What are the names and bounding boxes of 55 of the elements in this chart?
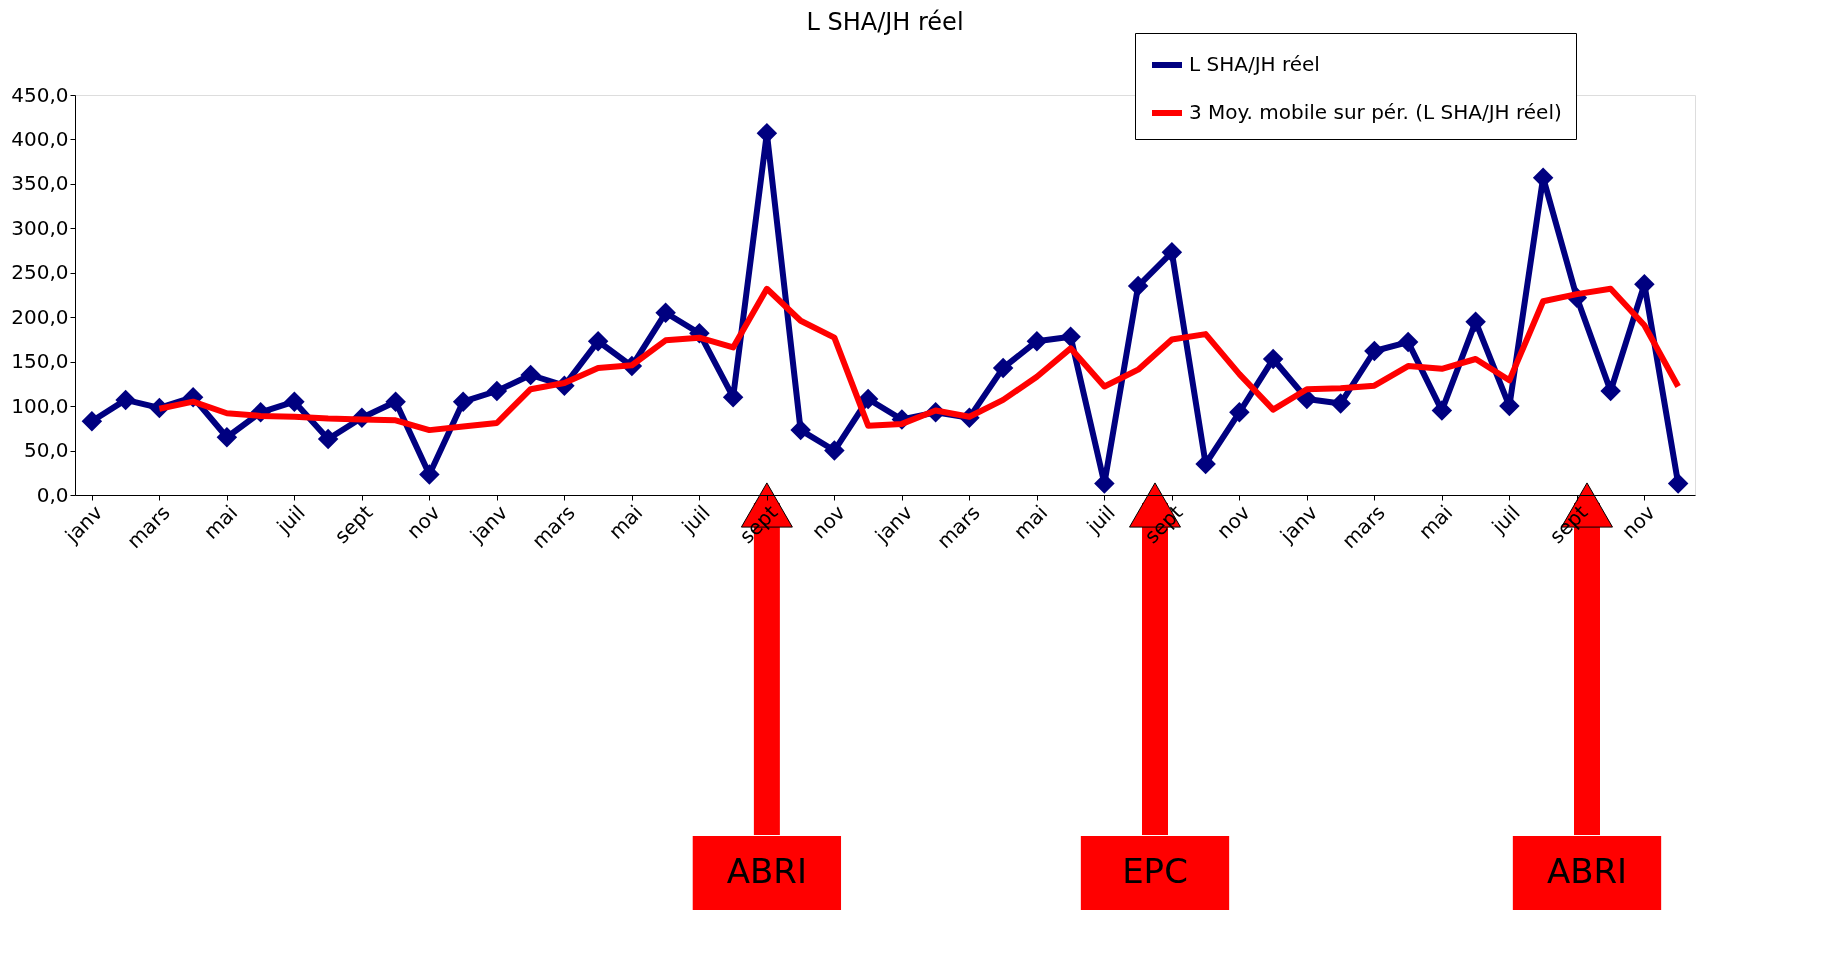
text: ABRI: [726, 851, 807, 891]
x-tick-label: juil: [1081, 500, 1120, 539]
y-tick-label: 400,0: [11, 126, 69, 151]
x-tick-label: nov: [806, 500, 850, 544]
x-tick-label: nov: [1211, 500, 1255, 544]
legend-label: 3 Moy. mobile sur pér. (L SHA/JH réel): [1189, 100, 1562, 124]
y-tick-label: 450,0: [11, 82, 69, 107]
point: [857, 388, 879, 410]
x-tick-label: juil: [1486, 500, 1525, 539]
x-tick-label: nov: [401, 500, 445, 544]
y-tick-label: 250,0: [11, 260, 69, 285]
point: [587, 330, 609, 352]
y-tick-label: 0,0: [36, 482, 69, 507]
point: [284, 391, 305, 412]
point: [1397, 331, 1419, 353]
text: ABRI: [1546, 851, 1628, 891]
point: [1161, 242, 1183, 263]
point: [1026, 330, 1048, 352]
point: [1195, 453, 1216, 475]
y-tick-label: 150,0: [11, 349, 69, 374]
x-tick-label: juil: [676, 500, 715, 539]
chart-title: L SHA/JH réel: [806, 7, 964, 36]
point: [486, 380, 508, 402]
point: [317, 428, 339, 450]
text: EPC: [1122, 851, 1188, 891]
point: [824, 440, 845, 461]
point: [520, 364, 541, 386]
y-tick-label: 200,0: [11, 304, 69, 329]
point: [992, 357, 1014, 379]
point: [1364, 340, 1385, 362]
point: [1600, 380, 1621, 402]
point: [655, 302, 676, 324]
point: [1532, 167, 1554, 188]
point: [419, 464, 440, 485]
point: [385, 391, 406, 412]
point: [790, 419, 811, 441]
point: [1431, 400, 1453, 421]
y-tick-label: 300,0: [11, 215, 69, 240]
point: [1330, 393, 1351, 414]
point: [1667, 473, 1689, 494]
point: [1127, 275, 1149, 297]
x-tick-label: nov: [1616, 500, 1660, 544]
y-tick-label: 350,0: [11, 171, 69, 196]
point: [216, 426, 238, 448]
point: [1262, 348, 1284, 370]
point: [1465, 311, 1486, 332]
y-tick-label: 100,0: [11, 393, 69, 418]
x-tick-label: juil: [271, 500, 310, 539]
point: [452, 391, 474, 412]
y-tick-label: 50,0: [23, 438, 69, 463]
legend-label: L SHA/JH réel: [1189, 52, 1320, 76]
point: [81, 410, 103, 432]
point: [1060, 326, 1081, 348]
point: [115, 389, 136, 411]
point: [1229, 402, 1250, 423]
